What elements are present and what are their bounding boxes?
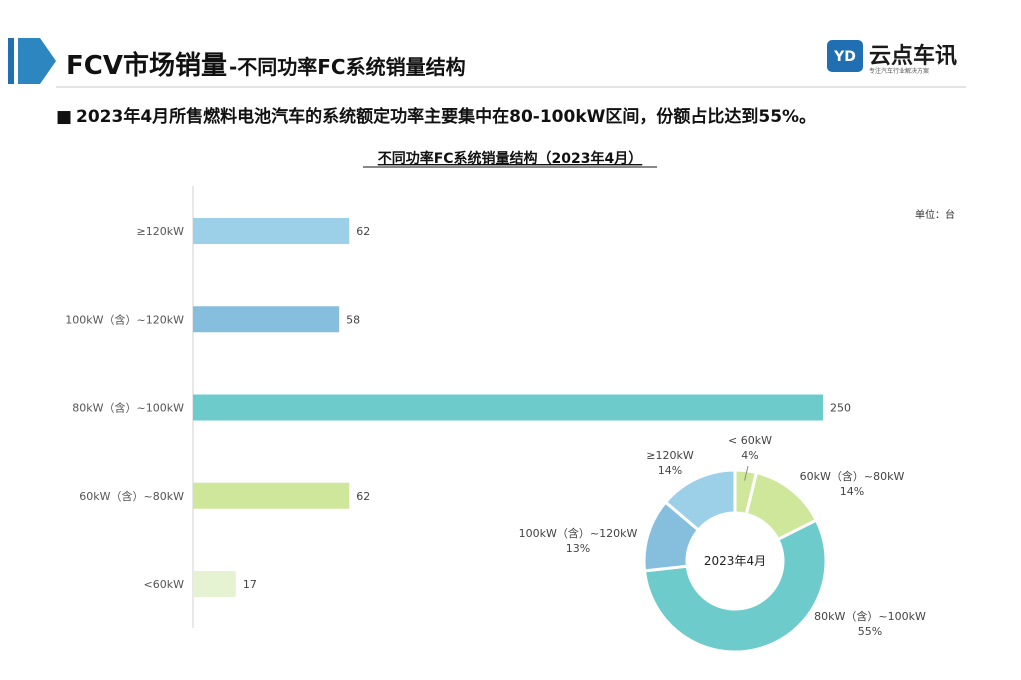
bar-category-label: 80kW（含）~100kW — [72, 401, 184, 415]
donut-slice — [663, 468, 737, 533]
donut-slice — [642, 518, 828, 654]
donut-slice-percent: 14% — [840, 485, 864, 498]
chart-title: 不同功率FC系统销量结构（2023年4月） — [378, 150, 643, 167]
page-title-sub: -不同功率FC系统销量结构 — [229, 55, 466, 79]
logo-mark-text: YD — [833, 49, 856, 65]
bar-value-label: 62 — [356, 225, 370, 238]
bar-value-label: 58 — [346, 313, 360, 326]
bar — [193, 218, 350, 244]
bar — [193, 306, 340, 333]
bullet-marker: ■ — [56, 107, 72, 127]
donut-leader-line — [744, 465, 749, 481]
bullet-text: 2023年4月所售燃料电池汽车的系统额定功率主要集中在80-100kW区间，份额… — [76, 106, 816, 127]
logo: YD 云点车讯 专注汽车行业解决方案 — [827, 40, 957, 75]
donut-slice-label: ≥120kW — [646, 449, 694, 462]
donut-slice-label: 60kW（含）~80kW — [800, 469, 905, 483]
unit-label: 单位：台 — [915, 208, 955, 221]
header-chevron-icon — [18, 38, 56, 84]
donut-slice-percent: 14% — [658, 464, 682, 477]
header: FCV市场销量 -不同功率FC系统销量结构 — [8, 38, 966, 88]
donut-slice-percent: 4% — [741, 449, 758, 462]
bar-value-label: 17 — [243, 578, 257, 591]
bar-category-label: ≥120kW — [137, 225, 185, 238]
logo-mark-icon — [827, 40, 863, 72]
bar-chart: ≥120kW 62 100kW（含）~120kW 58 80kW（含）~100kW 250… — [65, 186, 851, 628]
donut-chart: < 60kW 4% 60kW（含）~80kW 14% 80kW（含）~100kW 55% 1… — [519, 434, 926, 654]
bar-category-label: 60kW（含）~80kW — [79, 489, 184, 503]
page-title-main: FCV市场销量 — [66, 50, 227, 81]
summary-bullet: ■ 2023年4月所售燃料电池汽车的系统额定功率主要集中在80-100kW区间，… — [56, 106, 816, 127]
donut-slice-label: 80kW（含）~100kW — [814, 609, 926, 623]
donut-slice-label: 100kW（含）~120kW — [519, 526, 638, 540]
bar-value-label: 62 — [356, 490, 370, 503]
donut-center-label: 2023年4月 — [704, 554, 766, 568]
logo-tagline: 专注汽车行业解决方案 — [869, 67, 929, 75]
header-accent-bar — [8, 38, 14, 84]
donut-slice-percent: 55% — [858, 625, 882, 638]
bar-category-label: <60kW — [144, 578, 185, 591]
bar — [193, 394, 823, 421]
bar-category-label: 100kW（含）~120kW — [65, 312, 184, 326]
page-title: FCV市场销量 -不同功率FC系统销量结构 — [66, 50, 466, 81]
bar — [193, 571, 236, 597]
bar — [193, 482, 350, 509]
donut-slice-percent: 13% — [566, 542, 590, 555]
bar-value-label: 250 — [830, 402, 851, 415]
donut-slice-label: < 60kW — [728, 434, 772, 447]
logo-name: 云点车讯 — [869, 43, 957, 69]
